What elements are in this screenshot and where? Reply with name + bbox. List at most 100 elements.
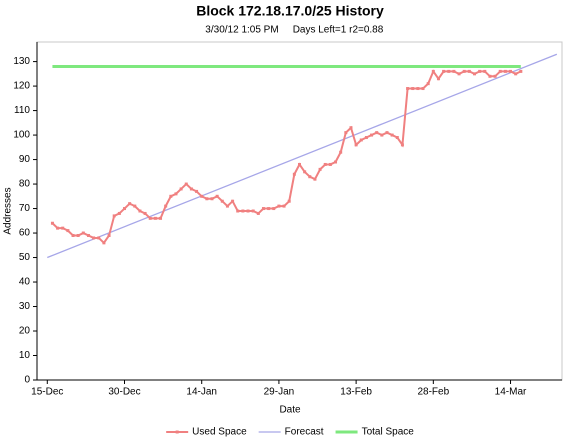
data-point xyxy=(349,126,353,130)
data-point xyxy=(385,131,389,135)
data-point xyxy=(354,143,358,147)
y-tick-label: 130 xyxy=(13,56,30,67)
data-point xyxy=(128,202,132,206)
data-point xyxy=(282,204,286,208)
data-point xyxy=(395,136,399,140)
data-point xyxy=(220,199,224,203)
data-point xyxy=(246,209,250,213)
data-point xyxy=(493,74,497,78)
data-point xyxy=(509,69,513,73)
y-tick-label: 30 xyxy=(19,301,31,312)
data-point xyxy=(133,204,137,208)
data-point xyxy=(442,69,446,73)
x-tick-label: 28-Feb xyxy=(417,387,449,398)
data-point xyxy=(498,69,502,73)
y-tick-label: 110 xyxy=(14,105,30,116)
data-point xyxy=(164,204,168,208)
data-point xyxy=(503,69,507,73)
chart-subtitle: 3/30/12 1:05 PM xyxy=(205,25,278,36)
data-point xyxy=(236,209,240,213)
data-point xyxy=(514,72,518,76)
y-tick-label: 120 xyxy=(13,81,30,92)
data-point xyxy=(61,226,65,230)
data-point xyxy=(519,69,523,73)
y-tick-label: 70 xyxy=(19,203,31,214)
y-tick-label: 50 xyxy=(19,252,31,263)
data-point xyxy=(406,87,410,91)
legend-label: Forecast xyxy=(285,427,324,438)
data-point xyxy=(375,131,379,135)
data-point xyxy=(215,194,219,198)
data-point xyxy=(210,197,214,201)
data-point xyxy=(452,69,456,73)
series-line xyxy=(47,53,558,259)
data-point xyxy=(390,133,394,137)
data-point xyxy=(313,177,317,181)
x-tick-label: 14-Mar xyxy=(495,387,527,398)
data-point xyxy=(200,194,204,198)
data-point xyxy=(107,233,111,237)
data-point xyxy=(303,170,307,174)
legend-marker xyxy=(175,430,179,434)
data-point xyxy=(251,209,255,213)
y-tick-label: 60 xyxy=(19,228,31,239)
data-point xyxy=(328,162,332,166)
data-point xyxy=(272,207,276,211)
data-point xyxy=(66,229,70,233)
data-point xyxy=(231,199,235,203)
data-point xyxy=(483,69,487,73)
data-point xyxy=(153,216,157,220)
chart-annotation: Days Left=1 r2=0.88 xyxy=(293,25,384,36)
data-point xyxy=(189,187,193,191)
data-point xyxy=(277,204,281,208)
data-point xyxy=(71,233,75,237)
y-tick-label: 10 xyxy=(19,350,31,361)
data-point xyxy=(488,74,492,78)
x-tick-label: 13-Feb xyxy=(340,387,372,398)
data-point xyxy=(416,87,420,91)
data-point xyxy=(184,182,188,186)
data-point xyxy=(225,204,229,208)
data-point xyxy=(117,211,121,215)
y-tick-label: 0 xyxy=(24,375,30,386)
data-point xyxy=(241,209,245,213)
x-tick-label: 29-Jan xyxy=(264,387,295,398)
data-point xyxy=(436,77,440,81)
data-point xyxy=(50,221,54,225)
data-point xyxy=(339,150,343,154)
data-point xyxy=(138,209,142,213)
legend: Used Space Forecast Total Space xyxy=(166,427,414,438)
data-point xyxy=(92,236,96,240)
data-point xyxy=(261,207,265,211)
x-tick-label: 15-Dec xyxy=(31,387,63,398)
x-axis-label: Date xyxy=(279,405,301,416)
data-point xyxy=(123,207,126,211)
y-tick-label: 20 xyxy=(19,326,31,337)
data-point xyxy=(478,69,482,73)
data-point xyxy=(174,192,178,196)
y-tick-label: 90 xyxy=(19,154,31,165)
x-tick-label: 14-Jan xyxy=(186,387,217,398)
data-point xyxy=(205,197,209,201)
y-tick-label: 80 xyxy=(19,179,31,190)
data-point xyxy=(318,167,322,171)
data-point xyxy=(421,87,425,91)
data-point xyxy=(267,207,271,211)
data-point xyxy=(292,172,296,176)
data-point xyxy=(473,72,476,76)
data-point xyxy=(462,69,466,73)
y-axis-label: Addresses xyxy=(3,187,14,234)
data-point xyxy=(143,211,147,215)
legend-label: Used Space xyxy=(192,427,247,438)
x-tick-label: 30-Dec xyxy=(108,387,140,398)
data-point xyxy=(159,216,163,220)
y-tick-label: 40 xyxy=(19,277,31,288)
data-point xyxy=(334,160,338,164)
data-point xyxy=(447,69,451,73)
legend-label: Total Space xyxy=(362,427,415,438)
data-point xyxy=(323,162,327,166)
data-point xyxy=(380,133,384,137)
data-point xyxy=(467,69,471,73)
plot-frame xyxy=(36,41,563,381)
